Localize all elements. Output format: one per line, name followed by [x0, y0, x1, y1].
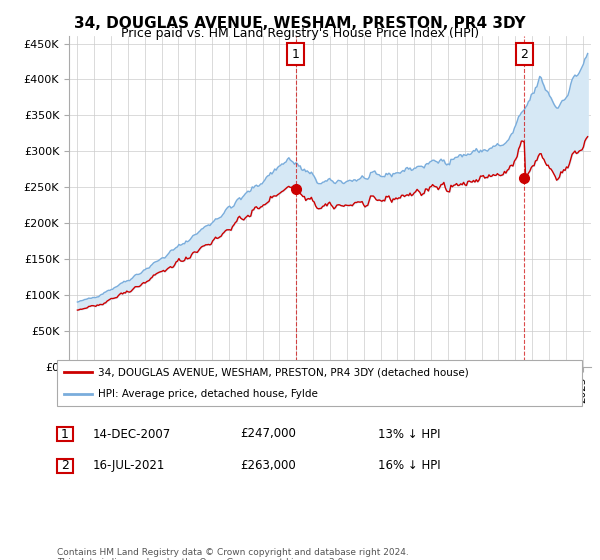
Text: Contains HM Land Registry data © Crown copyright and database right 2024.
This d: Contains HM Land Registry data © Crown c… — [57, 548, 409, 560]
Text: 1: 1 — [61, 427, 69, 441]
Text: 13% ↓ HPI: 13% ↓ HPI — [378, 427, 440, 441]
Text: 14-DEC-2007: 14-DEC-2007 — [93, 427, 171, 441]
Text: 34, DOUGLAS AVENUE, WESHAM, PRESTON, PR4 3DY: 34, DOUGLAS AVENUE, WESHAM, PRESTON, PR4… — [74, 16, 526, 31]
Text: £263,000: £263,000 — [240, 459, 296, 473]
Text: 16% ↓ HPI: 16% ↓ HPI — [378, 459, 440, 473]
Text: 2: 2 — [520, 48, 528, 61]
Text: 2: 2 — [61, 459, 69, 473]
Text: Price paid vs. HM Land Registry's House Price Index (HPI): Price paid vs. HM Land Registry's House … — [121, 27, 479, 40]
Text: 16-JUL-2021: 16-JUL-2021 — [93, 459, 166, 473]
Text: HPI: Average price, detached house, Fylde: HPI: Average price, detached house, Fyld… — [98, 389, 317, 399]
Text: 1: 1 — [292, 48, 299, 61]
Text: £247,000: £247,000 — [240, 427, 296, 441]
Text: 34, DOUGLAS AVENUE, WESHAM, PRESTON, PR4 3DY (detached house): 34, DOUGLAS AVENUE, WESHAM, PRESTON, PR4… — [98, 367, 469, 377]
